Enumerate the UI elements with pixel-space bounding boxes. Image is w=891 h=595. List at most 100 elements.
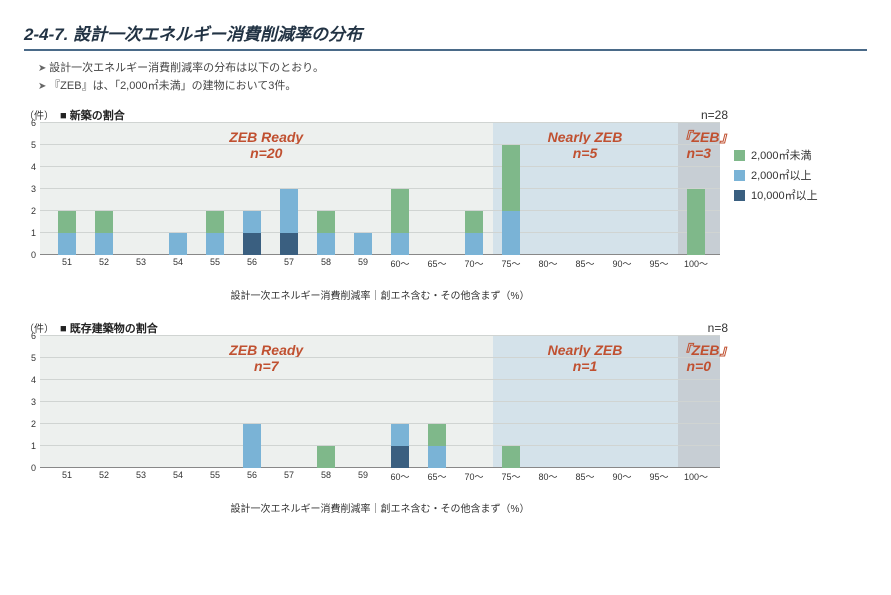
bar-segment-mid [465,233,483,255]
legend-swatch [734,170,745,181]
xtick: 70～ [464,257,483,270]
bar-segment-small [502,446,520,468]
bar-segment-mid [502,211,520,255]
bar-stack [58,211,76,255]
xtick: 51 [62,470,72,480]
bar-segment-small [391,189,409,233]
x-axis-label: 設計一次エネルギー消費削減率｜創エネ含む・その他含まず（%） [40,287,720,302]
bar-segment-large [280,233,298,255]
legend-item: 2,000㎡未満 [734,147,854,163]
bar-stack [95,211,113,255]
legend-label: 2,000㎡以上 [751,167,812,183]
xtick: 100～ [684,257,708,270]
legend: 2,000㎡未満 2,000㎡以上 10,000㎡以上 [734,147,854,207]
bar-stack [428,424,446,468]
xtick: 58 [321,257,331,267]
bar-stack [391,189,409,255]
xtick: 52 [99,470,109,480]
bar-segment-mid [243,424,261,468]
chart-row: （件） ■ 新築の割合 n=28ZEB Readyn=20Nearly ZEBn=5… [24,107,867,515]
xtick: 53 [136,470,146,480]
ytick: 5 [31,353,36,363]
xtick: 53 [136,257,146,267]
bar-stack [465,211,483,255]
n-label: n=28 [701,108,728,122]
ytick: 1 [31,228,36,238]
chart-title: ■ 新築の割合 [60,107,125,123]
xtick: 80～ [538,257,557,270]
charts-container: （件） ■ 新築の割合 n=28ZEB Readyn=20Nearly ZEBn=5… [24,107,734,515]
xtick: 90～ [612,470,631,483]
bar-stack [169,233,187,255]
section-title-row: 2-4-7. 設計一次エネルギー消費削減率の分布 [24,20,867,51]
ytick: 1 [31,441,36,451]
bar-segment-small [95,211,113,233]
ytick: 6 [31,331,36,341]
bar-segment-small [317,211,335,233]
xtick: 58 [321,470,331,480]
legend-item: 2,000㎡以上 [734,167,854,183]
bar-stack [687,189,705,255]
bar-segment-mid [243,211,261,233]
xtick: 80～ [538,470,557,483]
xtick: 55 [210,470,220,480]
bar-segment-mid [317,233,335,255]
bar-segment-mid [391,233,409,255]
xtick: 60～ [390,257,409,270]
xtick: 95～ [649,257,668,270]
xtick: 59 [358,470,368,480]
xtick: 60～ [390,470,409,483]
bar-segment-large [243,233,261,255]
bar-segment-small [502,145,520,211]
xtick: 54 [173,257,183,267]
bar-segment-large [391,446,409,468]
notes: 設計一次エネルギー消費削減率の分布は以下のとおり。 『ZEB』は、「2,000㎡… [38,59,867,93]
legend-item: 10,000㎡以上 [734,187,854,203]
xtick: 90～ [612,257,631,270]
xtick: 56 [247,470,257,480]
ytick: 2 [31,419,36,429]
legend-label: 10,000㎡以上 [751,187,818,203]
bar-segment-small [317,446,335,468]
note-line: 『ZEB』は、「2,000㎡未満」の建物において3件。 [38,77,867,93]
xtick: 65～ [427,470,446,483]
bar-stack [502,145,520,255]
xtick: 51 [62,257,72,267]
ytick: 3 [31,397,36,407]
y-axis-unit: （件） [24,320,54,335]
bar-stack [502,446,520,468]
ytick: 3 [31,184,36,194]
xtick: 95～ [649,470,668,483]
bar-segment-mid [354,233,372,255]
y-axis-unit: （件） [24,107,54,122]
xtick: 75～ [501,470,520,483]
n-label: n=8 [708,321,728,335]
ytick: 0 [31,463,36,473]
bar-segment-small [465,211,483,233]
bar-stack [243,211,261,255]
bar-segment-small [58,211,76,233]
bar-segment-mid [391,424,409,446]
xtick: 52 [99,257,109,267]
xtick: 54 [173,470,183,480]
bar-segment-mid [428,446,446,468]
bar-stack [243,424,261,468]
bar-segment-mid [169,233,187,255]
x-axis-label: 設計一次エネルギー消費削減率｜創エネ含む・その他含まず（%） [40,500,720,515]
xtick: 57 [284,257,294,267]
plot-area: ZEB Readyn=20Nearly ZEBn=5『ZEB』n=3012345… [40,123,720,255]
legend-swatch [734,150,745,161]
xtick: 55 [210,257,220,267]
bar-stack [317,211,335,255]
legend-label: 2,000㎡未満 [751,147,812,163]
bar-segment-mid [95,233,113,255]
bar-stack [280,189,298,255]
bar-segment-small [206,211,224,233]
xtick: 65～ [427,257,446,270]
ytick: 4 [31,162,36,172]
bar-segment-small [687,189,705,255]
bar-stack [391,424,409,468]
xtick: 70～ [464,470,483,483]
bar-segment-small [428,424,446,446]
xtick: 85～ [575,257,594,270]
